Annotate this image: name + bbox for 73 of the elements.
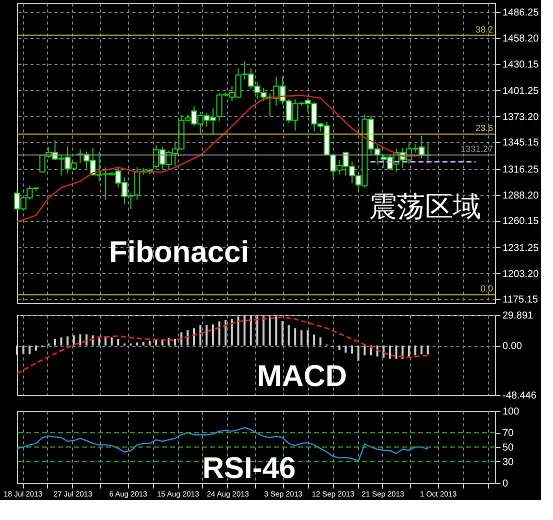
y-tick-label: 1430.15 — [502, 59, 540, 70]
annotation: 23.6 — [475, 123, 493, 134]
y-tick-label: 1203.20 — [502, 268, 540, 280]
y-tick-label: 70 — [502, 428, 514, 440]
bar — [300, 330, 302, 346]
bar — [142, 342, 144, 346]
annotation: 震荡区域 — [369, 190, 481, 223]
bar — [426, 346, 429, 354]
y-tick-label: 1458.20 — [502, 33, 540, 44]
y-tick-label: 1486.25 — [502, 8, 540, 18]
bar — [218, 321, 220, 346]
bar — [344, 346, 347, 353]
y-tick-label: 30 — [502, 456, 514, 468]
bar — [192, 328, 195, 346]
bar — [357, 346, 360, 361]
bar — [388, 346, 391, 359]
y-tick-label: 1401.25 — [502, 86, 540, 97]
bar — [110, 337, 113, 346]
y-tick-label: 29.891 — [502, 310, 534, 322]
bar — [288, 325, 290, 346]
y-tick-label: 1288.20 — [502, 190, 540, 202]
bar — [28, 346, 31, 354]
bar — [408, 346, 410, 358]
bar — [294, 328, 296, 346]
y-tick-label: 1260.15 — [502, 216, 540, 228]
bar — [34, 346, 37, 351]
y-tick-label: 1231.25 — [502, 242, 540, 254]
bar — [48, 343, 50, 346]
bar — [224, 320, 227, 346]
bar — [199, 325, 202, 346]
y-tick-label: 0 — [502, 478, 508, 490]
y-tick-label: 50 — [502, 442, 514, 454]
y-tick-label: -48.446 — [502, 390, 537, 402]
bar — [22, 346, 24, 354]
ref-line-label: 1331.27 — [460, 144, 493, 154]
bar — [364, 346, 366, 356]
bar — [86, 334, 88, 346]
bar — [130, 343, 132, 346]
y-tick-label: 1316.25 — [502, 164, 540, 176]
bar — [60, 337, 62, 346]
annotation: Fibonacci — [109, 236, 250, 269]
bar — [79, 334, 82, 346]
bar — [123, 343, 126, 346]
bar — [306, 330, 309, 346]
bar — [338, 346, 340, 350]
bar — [281, 321, 284, 346]
bar — [230, 318, 233, 346]
bar — [54, 338, 56, 346]
bar — [313, 334, 316, 346]
annotation: 38.2 — [475, 24, 493, 34]
bar — [382, 346, 385, 358]
bar — [72, 335, 75, 346]
bar — [66, 336, 69, 346]
y-tick-label: 1345.15 — [502, 138, 540, 149]
bar — [174, 338, 176, 346]
bar — [414, 346, 416, 356]
y-tick-label: 1373.20 — [502, 112, 540, 123]
annotation: 0.0 — [480, 284, 493, 294]
bar — [180, 332, 182, 346]
y-tick-label: 100 — [502, 406, 520, 418]
annotation: MACD — [257, 360, 347, 393]
bar — [136, 342, 138, 346]
y-tick-label: 1175.15 — [502, 294, 538, 306]
bar — [395, 346, 398, 359]
bar — [206, 325, 208, 346]
bar — [420, 346, 423, 354]
bar — [212, 324, 214, 346]
bar — [351, 346, 354, 354]
bar — [148, 340, 151, 346]
annotation: RSI-46 — [202, 452, 296, 485]
y-tick-label: 0.00 — [502, 341, 522, 352]
bar — [117, 338, 120, 346]
bar — [319, 337, 322, 346]
